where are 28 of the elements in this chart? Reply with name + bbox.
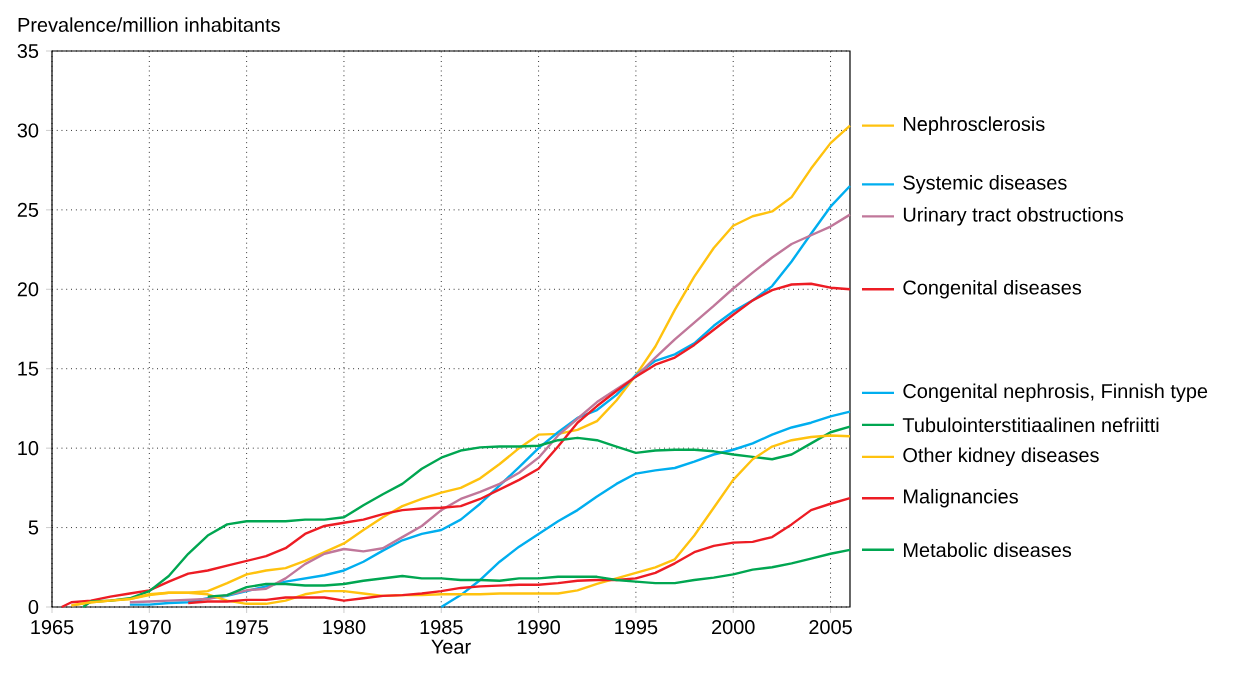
y-tick-label: 15 — [18, 361, 39, 376]
y-axis-title: Prevalence/million inhabitants — [18, 17, 280, 32]
y-tick-label: 25 — [17, 202, 39, 217]
legend-label: Congenital diseases — [903, 280, 1082, 299]
x-tick-label: 1970 — [128, 620, 171, 635]
legend-label: Urinary tract obstructions — [903, 207, 1124, 226]
y-tick-label: 0 — [28, 599, 39, 615]
x-tick-label: 2005 — [809, 620, 852, 635]
legend-label: Tubulointerstitiaalinen nefriitti — [902, 417, 1159, 433]
y-tick-label: 20 — [17, 282, 39, 297]
legend-label: Malignancies — [904, 488, 1018, 508]
x-tick-label: 1980 — [323, 620, 366, 635]
y-tick-label: 5 — [28, 520, 39, 535]
y-tick-label: 30 — [17, 123, 39, 138]
x-tick-label: 2000 — [712, 620, 755, 635]
legend-label: Metabolic diseases — [904, 542, 1072, 558]
x-tick-label: 1975 — [226, 620, 268, 635]
x-tick-label: 1990 — [517, 620, 560, 635]
x-tick-label: 1985 — [420, 620, 463, 635]
legend-label: Congenital nephrosis, Finnish type — [903, 383, 1208, 403]
legend-label: Other kidney diseases — [903, 447, 1099, 467]
legend-label: Systemic diseases — [903, 175, 1067, 194]
y-tick-label: 10 — [18, 441, 39, 456]
y-tick-label: 35 — [17, 43, 39, 59]
x-tick-label: 1965 — [31, 620, 74, 635]
x-axis-title: Year — [431, 639, 471, 654]
x-tick-label: 1995 — [615, 620, 658, 635]
legend-label: Nephrosclerosis — [904, 116, 1045, 135]
